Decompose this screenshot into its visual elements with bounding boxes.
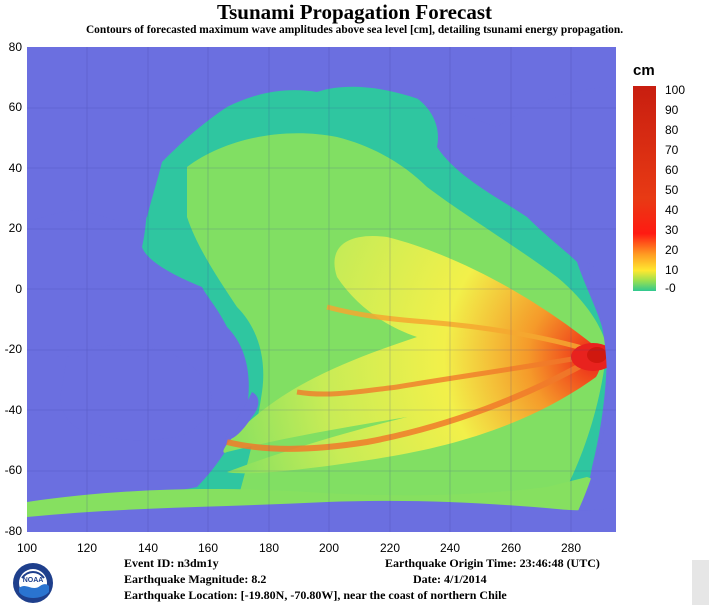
- graticule: [27, 47, 616, 532]
- legend-label-0: -0: [665, 281, 676, 295]
- energy-fan: [223, 236, 601, 474]
- legend-label-10: 10: [665, 263, 679, 277]
- earthquake-magnitude: Earthquake Magnitude: 8.2: [124, 572, 267, 586]
- y-tick-20: 20: [8, 221, 22, 235]
- ridge-west: [296, 352, 597, 397]
- y-tick-m40: -40: [4, 403, 22, 417]
- asia-landmass: [27, 47, 616, 222]
- y-tick-40: 40: [8, 161, 22, 175]
- event-date: Date: 4/1/2014: [413, 572, 487, 586]
- noaa-logo-text: NOAA: [23, 577, 44, 584]
- x-tick-220: 220: [379, 541, 401, 555]
- legend-label-80: 80: [665, 123, 679, 137]
- corner-panel: [692, 560, 709, 605]
- australia-landmass: [60, 345, 212, 441]
- ridge-northwest: [326, 304, 597, 355]
- legend-label-30: 30: [665, 223, 679, 237]
- earthquake-location: Earthquake Location: [-19.80N, -70.80W],…: [124, 588, 507, 602]
- legend-label-70: 70: [665, 143, 679, 157]
- y-tick-0: 0: [15, 282, 22, 296]
- y-tick-m20: -20: [4, 342, 22, 356]
- legend-label-20: 20: [665, 243, 679, 257]
- earthquake-origin-time: Earthquake Origin Time: 23:46:48 (UTC): [385, 556, 600, 570]
- legend-colorbar: [633, 86, 656, 291]
- legend-label-60: 60: [665, 163, 679, 177]
- x-tick-140: 140: [137, 541, 159, 555]
- y-tick-80: 80: [8, 40, 22, 54]
- south-america-landmass: [567, 262, 616, 532]
- legend-label-40: 40: [665, 203, 679, 217]
- legend-label-50: 50: [665, 183, 679, 197]
- x-tick-180: 180: [258, 541, 280, 555]
- epicenter-core: [587, 347, 607, 363]
- x-tick-280: 280: [560, 541, 582, 555]
- page-subtitle: Contours of forecasted maximum wave ampl…: [85, 24, 624, 36]
- x-tick-100: 100: [16, 541, 38, 555]
- y-tick-m80: -80: [4, 524, 22, 538]
- legend-label-90: 90: [665, 103, 679, 117]
- x-tick-260: 260: [500, 541, 522, 555]
- x-tick-120: 120: [76, 541, 98, 555]
- x-tick-200: 200: [318, 541, 340, 555]
- x-tick-160: 160: [197, 541, 219, 555]
- page-title: Tsunami Propagation Forecast: [217, 0, 492, 24]
- antarctica-landmass: [27, 500, 616, 532]
- event-id: Event ID: n3dm1y: [124, 556, 219, 570]
- y-tick-m60: -60: [4, 463, 22, 477]
- tsunami-map: [27, 47, 616, 532]
- new-zealand-landmass: [225, 392, 259, 440]
- legend-unit: cm: [633, 62, 655, 79]
- legend-label-100: 100: [665, 83, 686, 97]
- noaa-logo-icon: NOAA: [13, 563, 53, 603]
- x-tick-240: 240: [439, 541, 461, 555]
- ridge-southwest: [226, 354, 598, 452]
- y-tick-60: 60: [8, 100, 22, 114]
